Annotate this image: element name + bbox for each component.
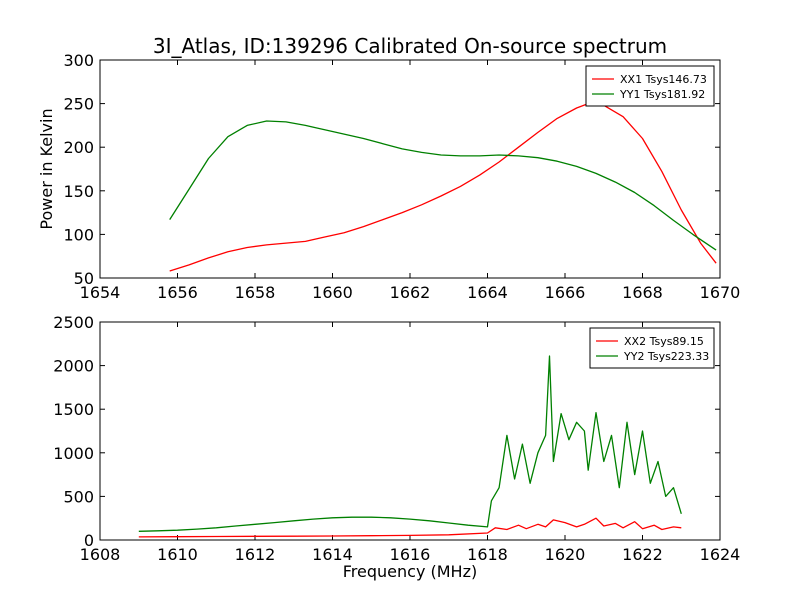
top-y-tick-label: 100 [63, 225, 94, 244]
top-y-tick-label: 50 [74, 269, 94, 288]
bottom-y-tick-label: 2500 [53, 313, 94, 332]
top-x-tick-label: 1658 [235, 283, 276, 302]
bottom-y-tick-label: 500 [63, 487, 94, 506]
top-legend-entry: YY1 Tsys181.92 [619, 88, 705, 101]
top-y-tick-label: 200 [63, 138, 94, 157]
top-y-tick-label: 250 [63, 95, 94, 114]
top-legend-entry: XX1 Tsys146.73 [620, 73, 707, 86]
top-x-tick-label: 1660 [312, 283, 353, 302]
top-x-tick-label: 1662 [390, 283, 431, 302]
figure-title: 3I_Atlas, ID:139296 Calibrated On-source… [153, 34, 667, 58]
top-legend: XX1 Tsys146.73 YY1 Tsys181.92 [585, 65, 715, 107]
top-x-tick-label: 1654 [80, 283, 121, 302]
bottom-x-tick-label: 1620 [545, 545, 586, 564]
bottom-legend: XX2 Tsys89.15 YY2 Tsys223.33 [589, 327, 715, 369]
top-y-axis-label: Power in Kelvin [37, 108, 56, 229]
bottom-panel: 1608 1610 1612 1614 1616 1618 1620 1622 1624 0 500… [53, 313, 740, 581]
bottom-x-tick-label: 1624 [700, 545, 741, 564]
top-y-tick-label: 150 [63, 182, 94, 201]
bottom-x-tick-label: 1610 [157, 545, 198, 564]
top-x-tick-label: 1656 [157, 283, 198, 302]
top-x-tick-label: 1668 [622, 283, 663, 302]
bottom-y-tick-label: 2000 [53, 357, 94, 376]
top-series-line-xx1 [169, 102, 717, 272]
bottom-y-tick-label: 0 [84, 531, 94, 550]
bottom-x-tick-label: 1612 [235, 545, 276, 564]
bottom-series-line-yy2 [138, 355, 682, 532]
bottom-legend-entry: XX2 Tsys89.15 [624, 335, 704, 348]
bottom-x-tick-label: 1608 [80, 545, 121, 564]
top-x-tick-label: 1670 [700, 283, 741, 302]
bottom-x-tick-label: 1614 [312, 545, 353, 564]
bottom-x-tick-label: 1622 [622, 545, 663, 564]
top-x-tick-label: 1666 [545, 283, 586, 302]
bottom-series-line-xx2 [138, 517, 682, 538]
top-y-tick-label: 300 [63, 51, 94, 70]
bottom-y-tick-label: 1000 [53, 444, 94, 463]
bottom-y-tick-label: 1500 [53, 400, 94, 419]
bottom-x-tick-label: 1618 [467, 545, 508, 564]
bottom-legend-box [589, 327, 715, 369]
top-series-line-yy1 [169, 120, 717, 251]
bottom-legend-entry: YY2 Tsys223.33 [623, 350, 709, 363]
bottom-x-axis-label: Frequency (MHz) [343, 562, 477, 581]
top-x-tick-label: 1664 [467, 283, 508, 302]
top-panel: 1654 1656 1658 1660 1662 1664 1666 1668 1670 50 10… [37, 51, 740, 302]
bottom-x-tick-label: 1616 [390, 545, 431, 564]
top-legend-box [585, 65, 715, 107]
